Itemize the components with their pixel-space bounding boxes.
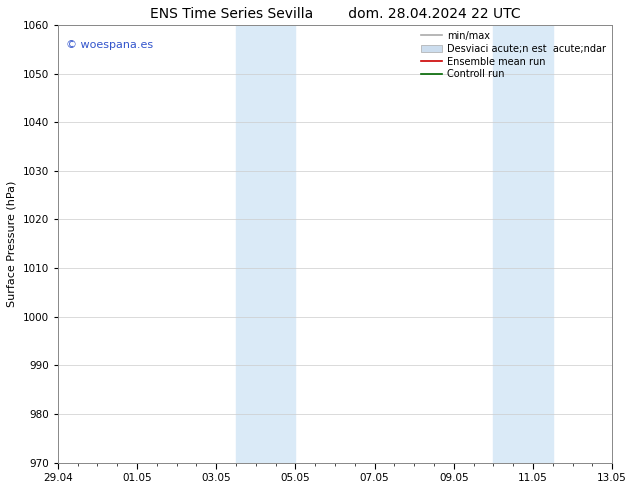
Bar bbox=[236, 25, 295, 463]
Bar bbox=[493, 25, 553, 463]
Title: ENS Time Series Sevilla        dom. 28.04.2024 22 UTC: ENS Time Series Sevilla dom. 28.04.2024 … bbox=[150, 7, 521, 21]
Y-axis label: Surface Pressure (hPa): Surface Pressure (hPa) bbox=[7, 181, 17, 307]
Text: © woespana.es: © woespana.es bbox=[66, 40, 153, 50]
Legend: min/max, Desviaci acute;n est  acute;ndar, Ensemble mean run, Controll run: min/max, Desviaci acute;n est acute;ndar… bbox=[417, 27, 611, 83]
